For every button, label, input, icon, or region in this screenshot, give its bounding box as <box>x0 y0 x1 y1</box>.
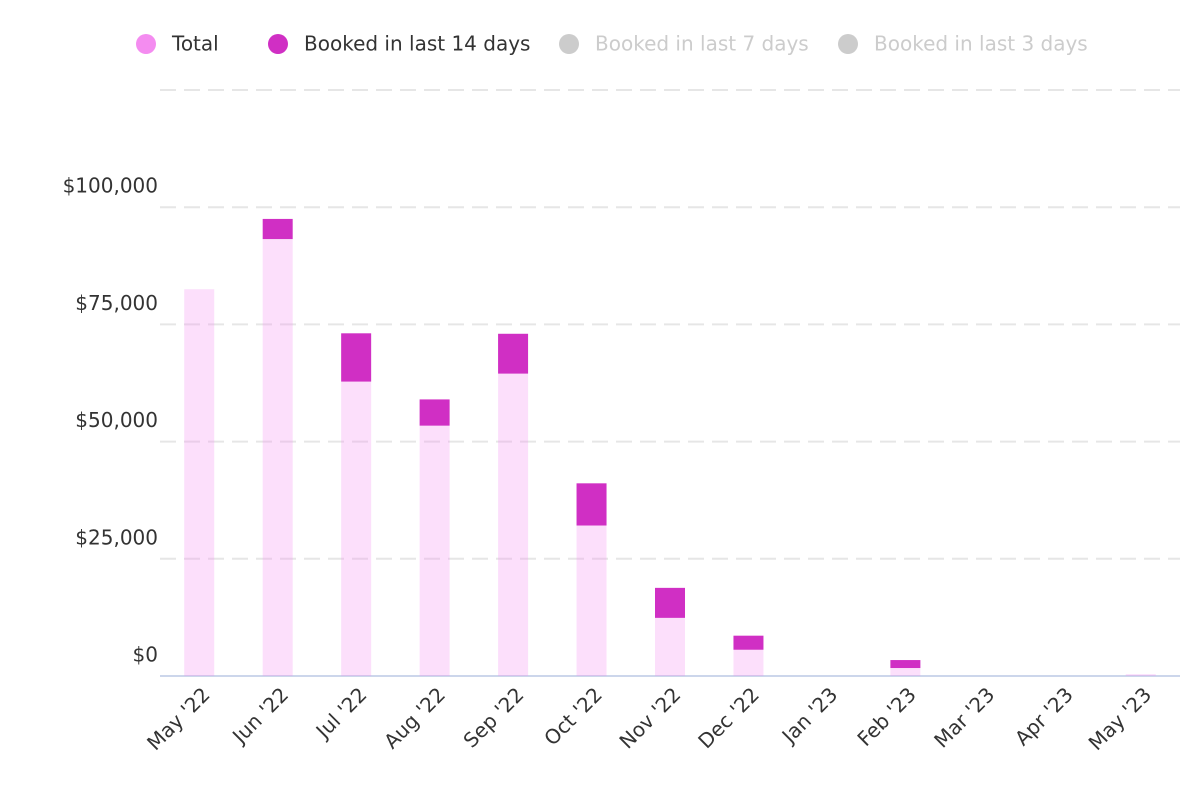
bar-segment <box>419 399 450 426</box>
bar-segment <box>733 649 764 676</box>
bar-segment <box>419 425 450 676</box>
x-tick-label: Dec '22 <box>693 682 764 753</box>
x-tick-label: Jun '22 <box>226 682 293 749</box>
x-tick-label: Sep '22 <box>458 682 528 752</box>
legend-marker[interactable] <box>559 34 579 54</box>
y-tick-label: $25,000 <box>75 525 158 549</box>
x-tick-label: Aug '22 <box>379 682 450 753</box>
bar-segment <box>1125 674 1156 676</box>
bar-segment <box>890 660 921 669</box>
bar-segment <box>184 289 215 676</box>
bar-segment <box>733 635 764 650</box>
bar-segment <box>498 333 529 374</box>
legend-label[interactable]: Booked in last 7 days <box>595 32 809 56</box>
bar-segment <box>576 525 607 676</box>
bar-segment <box>655 617 685 676</box>
y-tick-label: $100,000 <box>63 174 158 198</box>
bar-segment <box>262 218 293 240</box>
bar-segment <box>341 381 372 676</box>
legend-marker[interactable] <box>838 34 858 54</box>
legend-label[interactable]: Total <box>171 32 219 56</box>
bar-segment <box>576 483 607 526</box>
x-tick-label: Nov '22 <box>614 682 685 753</box>
legend-marker[interactable] <box>268 34 288 54</box>
x-tick-label: Apr '23 <box>1010 682 1078 750</box>
x-tick-label: May '22 <box>142 682 215 755</box>
x-tick-label: Mar '23 <box>929 682 999 752</box>
y-tick-label: $50,000 <box>75 408 158 432</box>
bar-segment <box>262 239 293 676</box>
legend-marker[interactable] <box>136 34 156 54</box>
legend-label[interactable]: Booked in last 14 days <box>304 32 530 56</box>
bar-segment <box>655 587 685 618</box>
legend-label[interactable]: Booked in last 3 days <box>874 32 1088 56</box>
x-tick-label: Jan '23 <box>776 682 843 749</box>
x-tick-label: Jul '22 <box>310 682 372 744</box>
bar-segment <box>890 668 921 676</box>
bar-segment <box>498 373 529 676</box>
x-tick-label: Feb '23 <box>852 682 920 750</box>
bar-segment <box>341 333 372 382</box>
y-tick-label: $0 <box>133 643 158 667</box>
x-tick-label: Oct '22 <box>539 682 607 750</box>
y-tick-label: $75,000 <box>75 291 158 315</box>
x-tick-label: May '23 <box>1084 682 1157 755</box>
